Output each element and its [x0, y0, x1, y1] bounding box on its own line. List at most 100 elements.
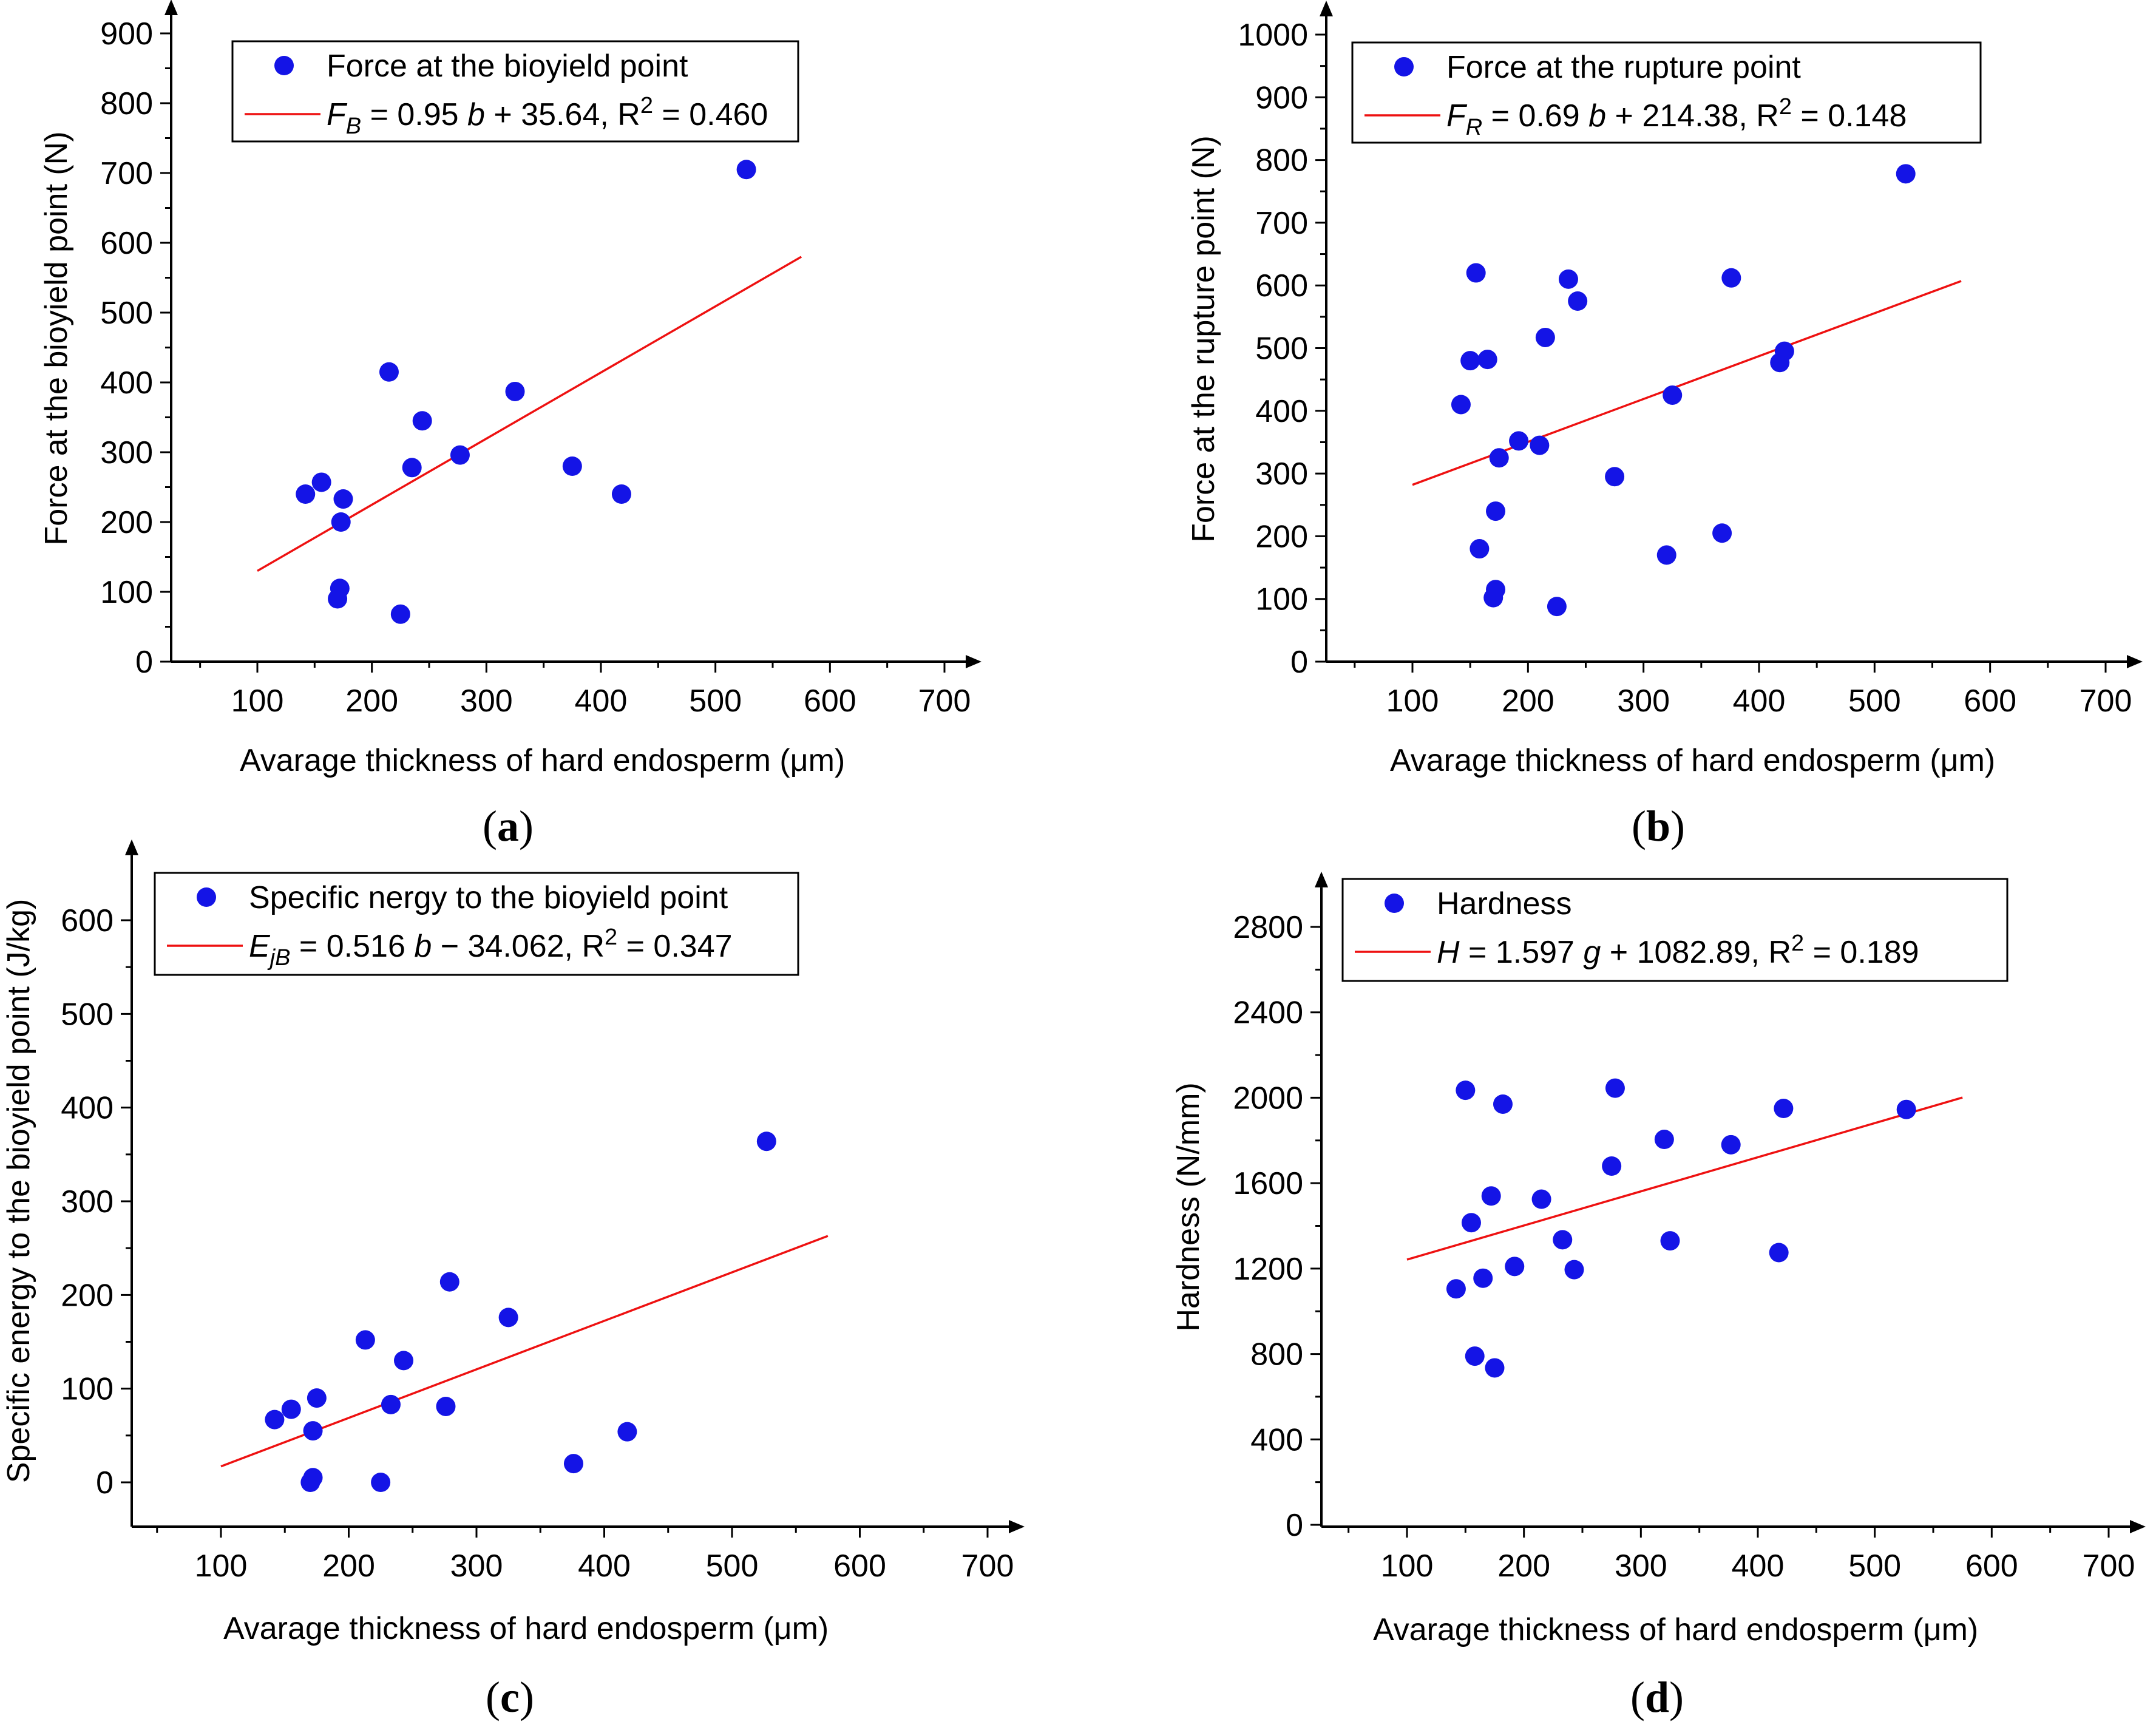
data-point — [1505, 1257, 1525, 1277]
legend-label-points: Hardness — [1437, 886, 1572, 921]
y-tick-label: 500 — [61, 997, 114, 1032]
data-point — [1535, 327, 1555, 347]
data-point — [563, 1454, 583, 1474]
panel-c: 100 200 300 400 500 600 700 0 100 200 300 400 500 600… — [1, 839, 1025, 1646]
data-point — [371, 1473, 391, 1492]
y-axis-arrow — [125, 839, 138, 855]
fit-equation-a: = 1.597 — [1460, 935, 1584, 970]
data-point — [1656, 545, 1676, 565]
y-tick-label: 100 — [100, 575, 153, 610]
y-axis-arrow — [164, 0, 178, 15]
data-point — [307, 1388, 327, 1408]
x-tick-label: 400 — [575, 684, 628, 719]
data-point — [355, 1330, 375, 1350]
fit-symbol: F — [1446, 98, 1468, 134]
x-tick-label: 500 — [706, 1549, 759, 1584]
y-tick-label: 300 — [100, 435, 153, 470]
data-point — [1564, 1260, 1584, 1280]
y-tick-label: 200 — [100, 505, 153, 540]
data-point — [296, 484, 316, 504]
data-point — [281, 1399, 301, 1419]
caption-c: (c) — [486, 1673, 534, 1722]
x-tick-label: 700 — [2080, 684, 2132, 719]
fit-equation-a: = 0.95 — [361, 97, 467, 132]
x-tick-label: 500 — [1848, 684, 1901, 719]
y-tick-label: 400 — [100, 365, 153, 401]
x-tick-label: 500 — [1848, 1549, 1901, 1584]
data-point — [1465, 1346, 1485, 1366]
x-axis-label: Avarage thickness of hard endosperm (μm) — [1390, 743, 1995, 778]
data-point — [562, 456, 582, 476]
x-tick-label: 700 — [961, 1549, 1014, 1584]
data-point — [439, 1272, 459, 1292]
data-point — [1654, 1130, 1674, 1150]
y-axis-arrow — [1320, 1, 1333, 16]
data-point — [379, 362, 399, 382]
fit-equation-b: + 35.64, R — [485, 97, 640, 132]
data-point — [1509, 431, 1529, 451]
fit-symbol-subscript: B — [346, 114, 361, 139]
fit-variable: g — [1583, 935, 1601, 970]
x-axis-label: Avarage thickness of hard endosperm (μm) — [240, 743, 845, 778]
fit-r-value: = 0.460 — [653, 97, 768, 132]
data-point — [505, 381, 525, 401]
y-axis-arrow — [1315, 871, 1328, 887]
data-point — [1531, 1189, 1551, 1209]
x-tick-label: 100 — [1386, 684, 1439, 719]
legend-label-points: Force at the bioyield point — [327, 49, 688, 84]
data-point — [1547, 597, 1567, 617]
legend-marker — [274, 56, 294, 75]
fit-symbol-subscript: jB — [267, 945, 291, 971]
data-point — [1769, 1243, 1789, 1263]
panel-d: 100 200 300 400 500 600 700 0 400 800 1200 1600 2000… — [1171, 871, 2146, 1647]
y-tick-label: 400 — [1255, 394, 1308, 429]
x-axis-arrow — [2130, 1520, 2146, 1533]
x-tick-label: 100 — [1381, 1549, 1434, 1584]
data-point — [1568, 291, 1588, 311]
data-point — [1461, 1213, 1481, 1233]
x-tick-label: 600 — [804, 684, 856, 719]
data-point — [736, 160, 756, 180]
x-tick-label: 400 — [1733, 684, 1786, 719]
fit-variable: b — [467, 97, 485, 132]
fit-equation-b: + 1082.89, R — [1601, 935, 1791, 970]
data-point — [1602, 1156, 1622, 1176]
y-tick-label: 200 — [61, 1278, 114, 1313]
y-axis-label: Specific energy to the bioyield point (J… — [1, 899, 36, 1484]
legend-label-points: Force at the rupture point — [1446, 50, 1801, 85]
fit-equation-b: − 34.062, R — [432, 929, 605, 964]
x-tick-label: 400 — [1732, 1549, 1785, 1584]
data-point — [1553, 1230, 1573, 1250]
data-point — [1605, 1078, 1625, 1098]
x-axis-arrow — [1009, 1520, 1025, 1533]
x-axis-arrow — [2127, 655, 2143, 668]
data-point — [1774, 1099, 1794, 1119]
y-tick-label: 0 — [135, 645, 153, 680]
legend-box — [1341, 878, 2009, 982]
data-point — [330, 578, 350, 599]
caption-b: (b) — [1631, 802, 1685, 850]
data-point — [1451, 395, 1471, 415]
data-point — [1530, 435, 1550, 455]
panel-b: 100 200 300 400 500 600 700 0 100 200 300 400 500 600… — [1186, 1, 2143, 778]
caption-a: (a) — [483, 802, 534, 850]
data-point — [390, 604, 410, 624]
y-tick-label: 0 — [1286, 1508, 1303, 1543]
y-tick-label: 800 — [100, 86, 153, 121]
y-tick-label: 800 — [1250, 1337, 1303, 1372]
x-tick-label: 700 — [2083, 1549, 2135, 1584]
data-point — [1605, 467, 1625, 487]
fit-r-exponent: 2 — [640, 93, 653, 118]
x-tick-label: 200 — [1502, 684, 1554, 719]
data-point — [1486, 501, 1506, 521]
data-point — [498, 1308, 518, 1328]
data-point — [1485, 1358, 1505, 1378]
legend-label-fit: EjB = 0.516 b − 34.062, R2 = 0.347 — [249, 924, 733, 971]
legend-label-fit: FR = 0.69 b + 214.38, R2 = 0.148 — [1446, 94, 1907, 140]
data-point — [381, 1394, 401, 1414]
fit-r-value: = 0.189 — [1804, 935, 1919, 970]
y-tick-label: 1200 — [1233, 1252, 1303, 1287]
data-point — [1721, 268, 1741, 288]
legend-box — [231, 40, 799, 143]
x-tick-label: 700 — [918, 684, 971, 719]
